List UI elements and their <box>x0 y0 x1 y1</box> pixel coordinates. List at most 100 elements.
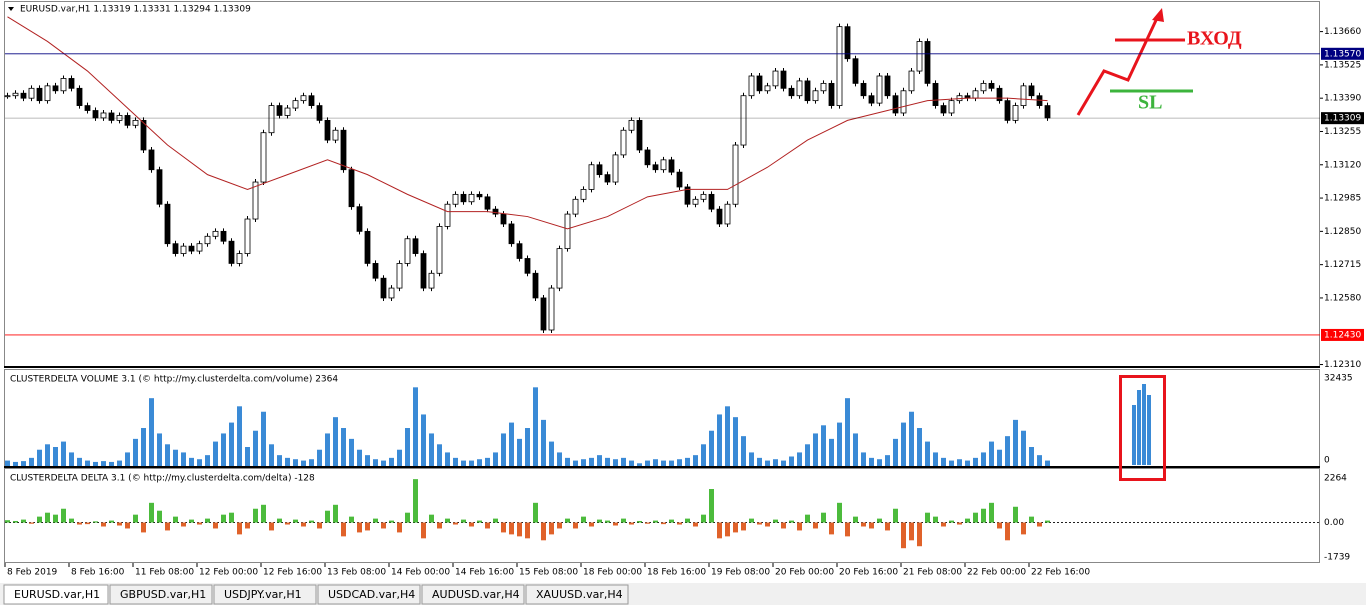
delta-bar <box>357 522 362 533</box>
delta-bar <box>557 522 562 529</box>
delta-bar <box>221 514 226 523</box>
candle <box>428 272 435 289</box>
volume-bar <box>989 441 994 466</box>
volume-bar <box>669 460 674 466</box>
candle <box>476 193 483 198</box>
volume-bar <box>101 461 106 466</box>
tab[interactable] <box>213 584 317 605</box>
tab[interactable] <box>525 584 629 605</box>
tab-label[interactable]: USDJPY.var,H1 <box>224 588 302 601</box>
candle <box>676 171 683 188</box>
delta-bar <box>581 516 586 523</box>
volume-bar <box>741 436 746 466</box>
candle <box>660 159 667 171</box>
delta-bar <box>765 522 770 527</box>
tab-label[interactable]: AUDUSD.var,H4 <box>432 588 520 601</box>
tab[interactable] <box>317 584 421 605</box>
tab-label[interactable]: XAUUSD.var,H4 <box>536 588 623 601</box>
delta-bar <box>133 514 138 523</box>
delta-bar <box>325 510 330 523</box>
candle <box>364 230 371 264</box>
candle <box>228 240 235 264</box>
candle <box>644 149 651 166</box>
delta-bar <box>69 518 74 523</box>
price-level-label: 1.12430 <box>1324 330 1361 340</box>
price-level-badge <box>1321 47 1364 60</box>
candle <box>404 238 411 264</box>
stop-label: SL <box>1138 92 1162 114</box>
volume-bar <box>829 438 834 466</box>
volume-bar <box>685 457 690 466</box>
candle <box>380 277 387 299</box>
candle <box>188 245 195 252</box>
tab[interactable] <box>421 584 525 605</box>
candle <box>796 80 803 97</box>
delta-bar <box>949 520 954 523</box>
volume-bar <box>93 461 98 466</box>
tab-label[interactable]: GBPUSD.var,H1 <box>120 588 206 601</box>
candle <box>684 186 691 205</box>
volume-bar <box>837 422 842 466</box>
delta-bar <box>589 522 594 527</box>
delta-bar <box>109 520 114 523</box>
delta-bar <box>509 522 514 535</box>
tab-label[interactable]: EURUSD.var,H1 <box>14 588 100 601</box>
candle <box>876 75 883 104</box>
candle <box>516 243 523 259</box>
volume-bar <box>37 449 42 466</box>
menu-arrow[interactable] <box>8 7 14 11</box>
price-level-label: 1.13570 <box>1324 49 1361 59</box>
volume-bar <box>901 422 906 466</box>
price-level-label: 1.13309 <box>1324 114 1361 124</box>
candle <box>180 245 187 254</box>
volume-bar <box>933 452 938 466</box>
delta-bar <box>381 522 386 529</box>
delta-bar <box>85 522 90 525</box>
tab[interactable] <box>3 584 109 605</box>
delta-bar <box>277 518 282 523</box>
x-tick-label: 14 Feb 16:00 <box>455 568 514 578</box>
candle <box>68 78 75 89</box>
delta-bar <box>637 520 642 523</box>
y-tick-label: 0 <box>1324 456 1330 466</box>
volume-bar <box>413 387 418 466</box>
delta-bar <box>789 520 794 523</box>
y-tick-label: 2264 <box>1324 473 1347 483</box>
candle <box>124 115 131 126</box>
tab[interactable] <box>109 584 213 605</box>
candle <box>844 26 851 60</box>
delta-bar <box>517 522 522 537</box>
delta-bar <box>693 522 698 527</box>
volume-bar <box>437 444 442 466</box>
delta-bar <box>445 518 450 523</box>
candle <box>396 263 403 289</box>
delta-bar <box>93 521 98 523</box>
x-tick-label: 21 Feb 08:00 <box>903 568 962 578</box>
candle <box>172 243 179 254</box>
volume-bar <box>861 452 866 466</box>
delta-bar <box>1029 516 1034 523</box>
candle <box>836 26 843 106</box>
volume-bar <box>341 428 346 466</box>
delta-bar <box>573 522 578 529</box>
candle <box>492 208 499 215</box>
delta-bar <box>469 522 474 527</box>
delta-bar <box>197 522 202 525</box>
volume-bar <box>805 444 810 466</box>
volume-bar <box>189 457 194 466</box>
volume-bar <box>941 457 946 466</box>
delta-bar <box>13 520 18 523</box>
delta-bar <box>189 519 194 523</box>
candle <box>468 193 475 203</box>
candle <box>1020 85 1027 106</box>
delta-bar <box>957 522 962 525</box>
volume-bar <box>621 457 626 466</box>
volume-bar <box>797 452 802 466</box>
x-tick-label: 13 Feb 08:00 <box>327 568 386 578</box>
tab-label[interactable]: USDCAD.var,H4 <box>328 588 415 601</box>
candle <box>572 198 579 215</box>
candle <box>132 119 139 126</box>
candle <box>44 85 51 102</box>
